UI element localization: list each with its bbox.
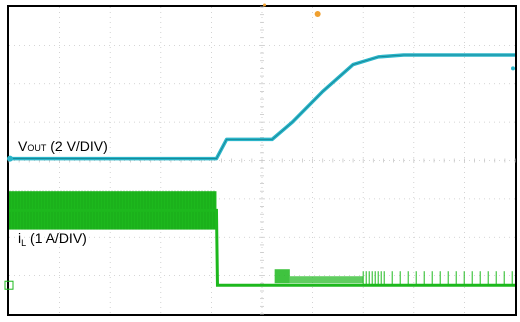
trigger-point-marker xyxy=(263,3,267,7)
il-ground-marker xyxy=(4,280,14,290)
vout-ground-marker xyxy=(7,155,13,162)
vout-offscale-marker xyxy=(511,66,515,71)
series-label-il: iL (1 A/DIV) xyxy=(18,230,87,248)
series-label-vout-sub: OUT xyxy=(27,143,47,153)
trigger-position-marker xyxy=(314,11,321,17)
series-label-vout-main: V xyxy=(18,138,28,154)
il-burst-block xyxy=(289,276,364,284)
series-label-il-rest: (1 A/DIV) xyxy=(26,230,87,246)
series-label-il-sub: L xyxy=(21,238,26,248)
il-burst-block xyxy=(274,269,290,284)
series-label-vout-rest: (2 V/DIV) xyxy=(46,138,107,154)
series-label-vout: VOUT (2 V/DIV) xyxy=(18,138,108,154)
trace-marks xyxy=(4,3,515,290)
series-line-vout-core xyxy=(9,54,515,159)
series-label-il-main: i xyxy=(18,230,21,246)
trace-labels: VOUT (2 V/DIV) iL (1 A/DIV) xyxy=(18,138,108,248)
